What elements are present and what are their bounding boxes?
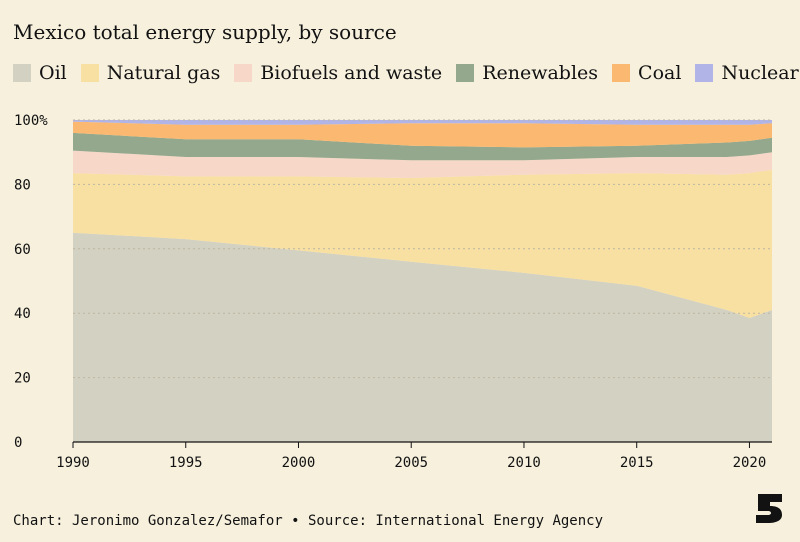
legend-label: Nuclear bbox=[721, 62, 799, 84]
legend-swatch bbox=[80, 64, 99, 82]
chart-legend: Oil Natural gas Biofuels and waste Renewabl… bbox=[13, 62, 800, 84]
area-series-3 bbox=[73, 132, 772, 161]
legend-item-2: Biofuels and waste bbox=[234, 62, 442, 84]
chart-title: Mexico total energy supply, by source bbox=[13, 20, 397, 44]
legend-item-4: Coal bbox=[612, 62, 681, 84]
y-tick-label: 100% bbox=[14, 113, 48, 129]
legend-swatch bbox=[13, 64, 31, 82]
x-tick-label: 2010 bbox=[507, 455, 541, 471]
area-series-1 bbox=[73, 169, 772, 318]
area-series-5 bbox=[73, 120, 772, 125]
legend-swatch bbox=[695, 64, 714, 82]
legend-label: Renewables bbox=[482, 62, 599, 84]
legend-label: Coal bbox=[638, 62, 682, 84]
area-series-4 bbox=[73, 121, 772, 148]
chart-credit: Chart: Jeronimo Gonzalez/Semafor • Sourc… bbox=[13, 513, 604, 529]
x-tick-label: 1995 bbox=[169, 455, 203, 471]
legend-item-5: Nuclear bbox=[695, 62, 799, 84]
x-tick-label: 2015 bbox=[620, 455, 654, 471]
legend-item-1: Natural gas bbox=[80, 62, 221, 84]
area-series-2 bbox=[73, 150, 772, 178]
legend-label: Biofuels and waste bbox=[260, 62, 443, 84]
legend-swatch bbox=[234, 64, 253, 82]
y-tick-label: 80 bbox=[14, 177, 31, 193]
y-tick-label: 60 bbox=[14, 242, 31, 258]
semafor-logo-icon bbox=[756, 494, 782, 523]
legend-swatch bbox=[612, 64, 631, 82]
x-tick-label: 2000 bbox=[282, 455, 316, 471]
legend-item-0: Oil bbox=[13, 62, 67, 84]
legend-label: Oil bbox=[39, 62, 67, 84]
x-tick-label: 1990 bbox=[56, 455, 90, 471]
y-tick-label: 40 bbox=[14, 306, 31, 322]
legend-label: Natural gas bbox=[106, 62, 221, 84]
legend-swatch bbox=[456, 64, 475, 82]
y-tick-label: 20 bbox=[14, 371, 31, 387]
y-tick-label: 0 bbox=[14, 435, 22, 451]
x-tick-label: 2020 bbox=[733, 455, 767, 471]
x-tick-label: 2005 bbox=[394, 455, 428, 471]
area-series-0 bbox=[73, 232, 772, 442]
legend-item-3: Renewables bbox=[456, 62, 598, 84]
